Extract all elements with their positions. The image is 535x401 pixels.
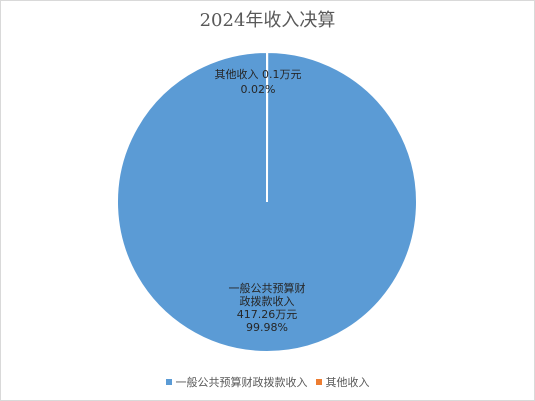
legend-swatch-other-income bbox=[315, 379, 322, 385]
legend-item-general-budget: 一般公共预算财政拨款收入 bbox=[165, 374, 308, 390]
data-label-general-budget-line-1: 政拨款收入 bbox=[240, 294, 295, 308]
pie-slice-general-budget bbox=[116, 50, 418, 353]
legend-label-other-income: 其他收入 bbox=[325, 376, 370, 389]
legend-swatch-general-budget bbox=[165, 379, 172, 385]
data-label-other-income-line-1: 0.02% bbox=[241, 83, 276, 96]
legend-item-other-income: 其他收入 bbox=[315, 374, 370, 390]
data-label-general-budget-line-2: 417.26万元 bbox=[237, 308, 298, 321]
chart-legend: 一般公共预算财政拨款收入 其他收入 bbox=[0, 374, 535, 390]
data-label-other-income-line-0: 其他收入 0.1万元 bbox=[215, 67, 302, 81]
data-label-general-budget-line-0: 一般公共预算财 bbox=[229, 281, 306, 295]
data-label-general-budget-line-3: 99.98% bbox=[246, 321, 288, 334]
chart-title: 2024年收入决算 bbox=[199, 10, 336, 31]
legend-label-general-budget: 一般公共预算财政拨款收入 bbox=[175, 376, 308, 389]
